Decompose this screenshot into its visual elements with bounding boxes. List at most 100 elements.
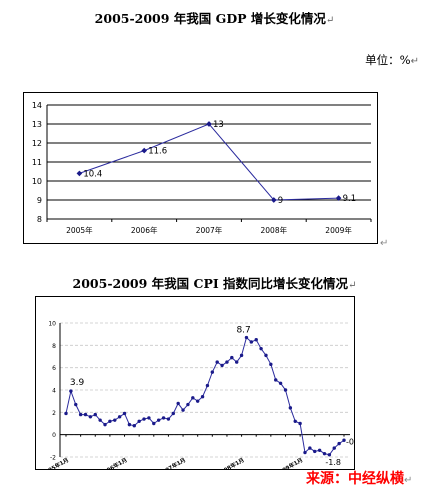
cpi-data-point [147, 416, 151, 420]
gdp-data-point [335, 195, 342, 201]
cpi-data-point [171, 411, 175, 416]
unit-label: 单位：%↵ [365, 52, 419, 68]
cpi-annotation-label: 8.7 [236, 326, 250, 336]
cpi-data-point [113, 418, 117, 422]
cpi-data-point [191, 396, 195, 400]
cpi-data-point [327, 453, 332, 457]
cpi-data-point [288, 406, 293, 410]
gdp-y-tick-label: 10 [32, 177, 42, 186]
cpi-data-point [332, 446, 336, 450]
cpi-annotation-label: -0.5 [346, 437, 354, 446]
cpi-y-tick-label: 6 [52, 365, 56, 372]
cpi-data-point [186, 402, 190, 407]
cpi-data-point [230, 355, 234, 360]
cpi-y-tick-label: 0 [52, 432, 56, 439]
cpi-data-point [137, 419, 141, 423]
cpi-data-point [342, 438, 346, 442]
cpi-y-tick-label: 4 [52, 388, 56, 395]
gdp-chart-title: 2005-2009 年我国 GDP 增长变化情况↵ [0, 8, 429, 27]
cpi-data-point [293, 419, 297, 423]
cpi-data-point [322, 451, 327, 456]
cpi-data-point [313, 449, 317, 454]
cpi-data-point [69, 389, 73, 393]
cpi-y-tick-label: -2 [50, 455, 56, 462]
cpi-data-point [78, 412, 83, 417]
cpi-x-tick-label: 2009年1月 [274, 456, 304, 469]
cpi-data-point [244, 335, 249, 340]
cpi-data-point [274, 378, 278, 382]
cpi-x-tick-label: 2007年1月 [157, 456, 187, 469]
cpi-data-point [283, 388, 288, 392]
source-label: 来源：中经纵横↵ [306, 468, 412, 488]
cpi-data-point [215, 360, 219, 364]
cpi-data-point [195, 399, 200, 403]
gdp-data-label: 13 [213, 120, 224, 130]
cpi-data-point [117, 415, 122, 419]
gdp-y-tick-label: 13 [32, 120, 42, 129]
cpi-data-point [298, 421, 302, 426]
gdp-data-point [76, 170, 83, 177]
cpi-series-line [65, 336, 345, 456]
cpi-data-point [127, 422, 132, 427]
cpi-data-point [225, 360, 229, 364]
gdp-x-tick-label: 2006年 [131, 225, 158, 235]
unit-label-text: 单位：% [365, 53, 411, 67]
gdp-data-label: 11.6 [148, 147, 167, 157]
cpi-data-point [98, 418, 102, 422]
gdp-data-label: 10.4 [83, 169, 102, 179]
cpi-y-tick-label: 2 [52, 410, 56, 417]
cpi-data-point [303, 450, 307, 455]
gdp-title-text: 2005-2009 年我国 GDP 增长变化情况 [94, 11, 326, 26]
gdp-y-tick-label: 9 [37, 196, 42, 205]
gdp-x-tick-label: 2008年 [261, 225, 288, 235]
gdp-y-tick-label: 11 [32, 158, 42, 167]
cpi-data-point [122, 411, 127, 416]
cpi-data-point [308, 446, 312, 450]
gdp-x-tick-label: 2005年 [66, 225, 93, 235]
cpi-data-point [264, 353, 268, 358]
cpi-data-point [239, 353, 244, 358]
cpi-title-text: 2005-2009 年我国 CPI 指数同比增长变化情况 [72, 276, 349, 291]
gdp-chart: 8 9 10 11 12 13 14 2005年 2006年 2007年 2008年 2009年 10.… [32, 101, 372, 235]
paragraph-mark-icon: ↵ [380, 238, 389, 249]
cpi-data-point [220, 363, 224, 368]
cpi-annotation-label: 3.9 [70, 378, 85, 388]
cpi-y-tick-label: 8 [52, 343, 56, 350]
gdp-data-point [270, 197, 277, 203]
cpi-data-point [74, 402, 78, 407]
cpi-data-point [317, 448, 322, 452]
source-label-text: 来源：中经纵横 [306, 471, 404, 487]
gdp-chart-panel: 8 9 10 11 12 13 14 2005年 2006年 2007年 2008年 2009年 10.… [23, 92, 378, 244]
cpi-data-point [337, 441, 341, 446]
cpi-chart-panel: -2 0 2 4 6 8 10 2005年1月 2006年1月 2007年1月 2008年1月 200… [35, 296, 362, 478]
cpi-x-tick-label: 2006年1月 [98, 456, 128, 469]
paragraph-mark-icon: ↵ [348, 280, 357, 291]
cpi-annotation-label: -1.8 [325, 458, 341, 467]
gdp-y-tick-label: 8 [37, 215, 42, 224]
cpi-data-point [156, 418, 161, 422]
gdp-data-point [141, 147, 148, 154]
cpi-data-point [64, 411, 68, 416]
cpi-data-point [108, 419, 112, 423]
cpi-data-point [205, 383, 210, 388]
cpi-data-point [93, 412, 97, 417]
cpi-data-point [103, 422, 107, 427]
gdp-data-label: 9 [278, 196, 283, 206]
cpi-data-point [132, 424, 136, 428]
cpi-data-point [235, 360, 239, 364]
gdp-x-tick-label: 2009年 [325, 225, 352, 235]
cpi-data-point [161, 416, 166, 420]
cpi-data-point [176, 401, 180, 406]
cpi-x-tick-label: 2008年1月 [215, 456, 245, 469]
cpi-data-point [278, 381, 283, 385]
gdp-y-tick-label: 12 [32, 139, 42, 148]
cpi-data-point [259, 346, 263, 351]
cpi-data-point [269, 362, 273, 367]
gdp-y-tick-label: 14 [32, 101, 42, 110]
cpi-data-point [210, 370, 215, 374]
cpi-data-point [88, 415, 93, 419]
cpi-data-point [200, 395, 205, 399]
cpi-data-point [249, 340, 254, 344]
cpi-data-point [142, 417, 146, 421]
